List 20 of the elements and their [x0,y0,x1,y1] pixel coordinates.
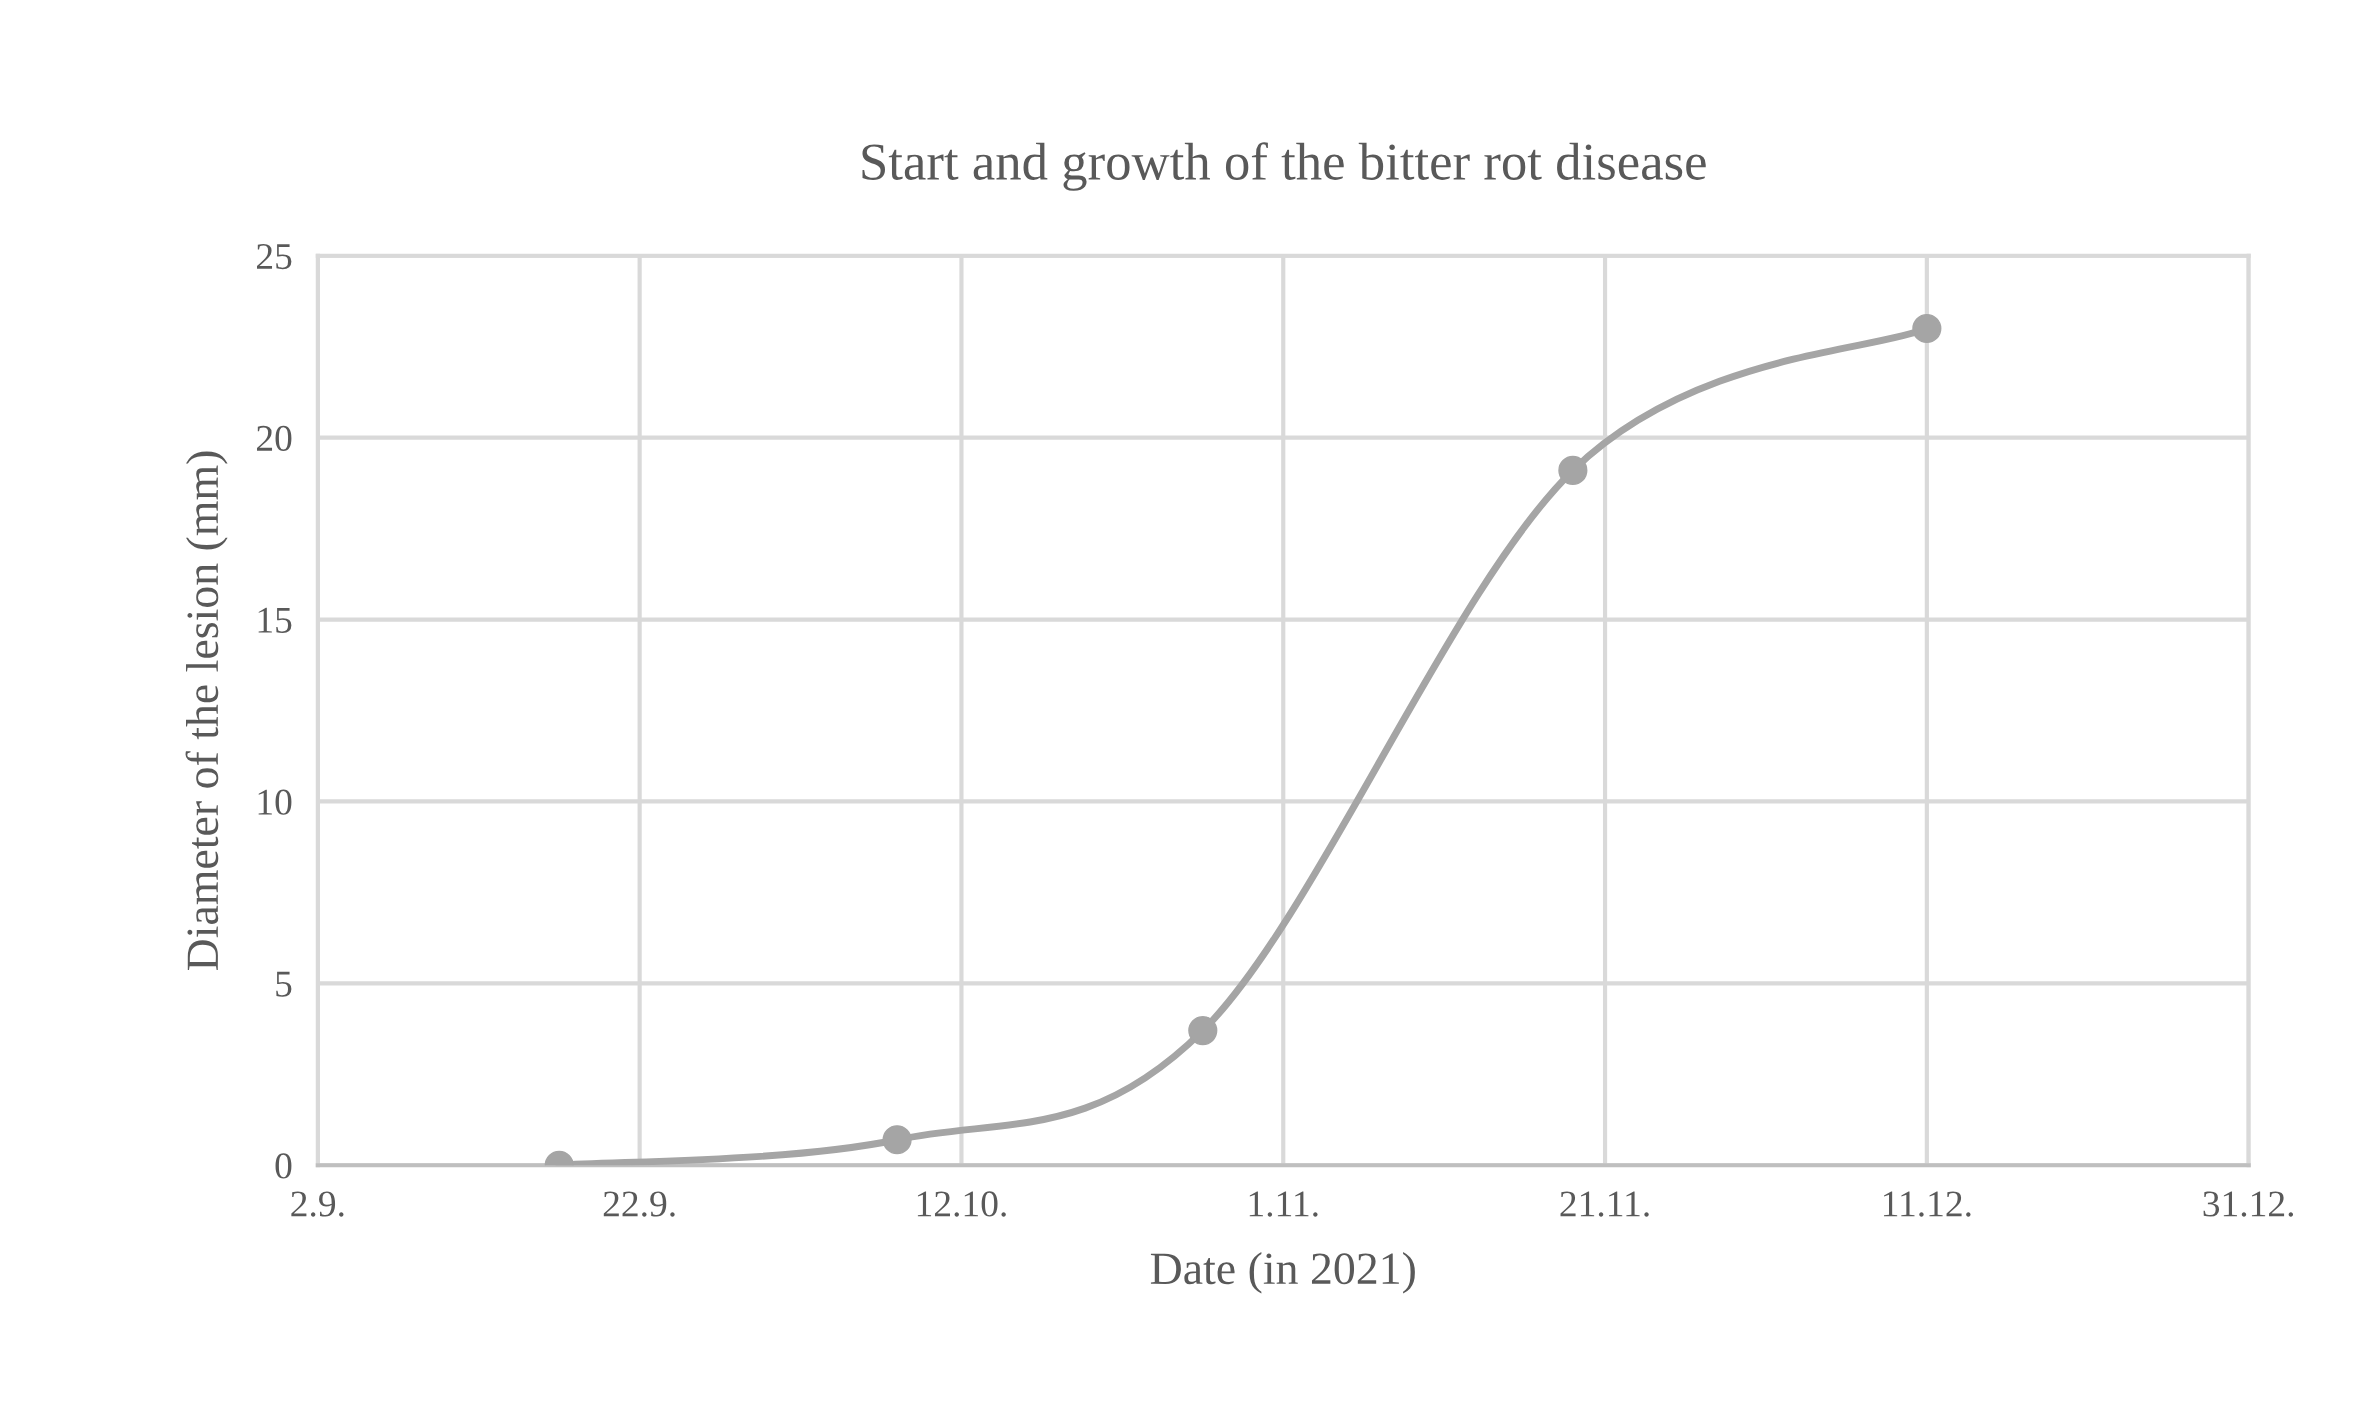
y-tick-label: 5 [276,971,292,997]
x-tick-label: 11.12. [1883,1191,1971,1217]
x-axis-title: Date (in 2021) [1150,1252,1415,1294]
point [1912,313,1942,344]
x-tick-label: 22.9. [603,1191,675,1217]
y-tick-label: 10 [258,789,292,815]
point [882,1125,912,1155]
x-tick-label: 2.9. [291,1191,344,1217]
point [1558,455,1588,485]
y-tick-label: 25 [256,243,292,270]
chart-title: Start and growth of the bitter rot disease [862,142,1706,191]
y-tick-label: 0 [275,1153,292,1179]
x-tick-label: 21.11. [1560,1191,1649,1217]
y-tick-label: 20 [256,425,292,452]
x-tick-label: 31.12. [2203,1191,2294,1217]
point [1188,1016,1218,1046]
x-tick-label: 1.11. [1249,1191,1318,1217]
x-tick-label: 12.10. [917,1191,1006,1217]
y-axis-title: Diameter of the lesion (mm) [185,451,228,971]
y-tick-label: 15 [258,607,292,633]
